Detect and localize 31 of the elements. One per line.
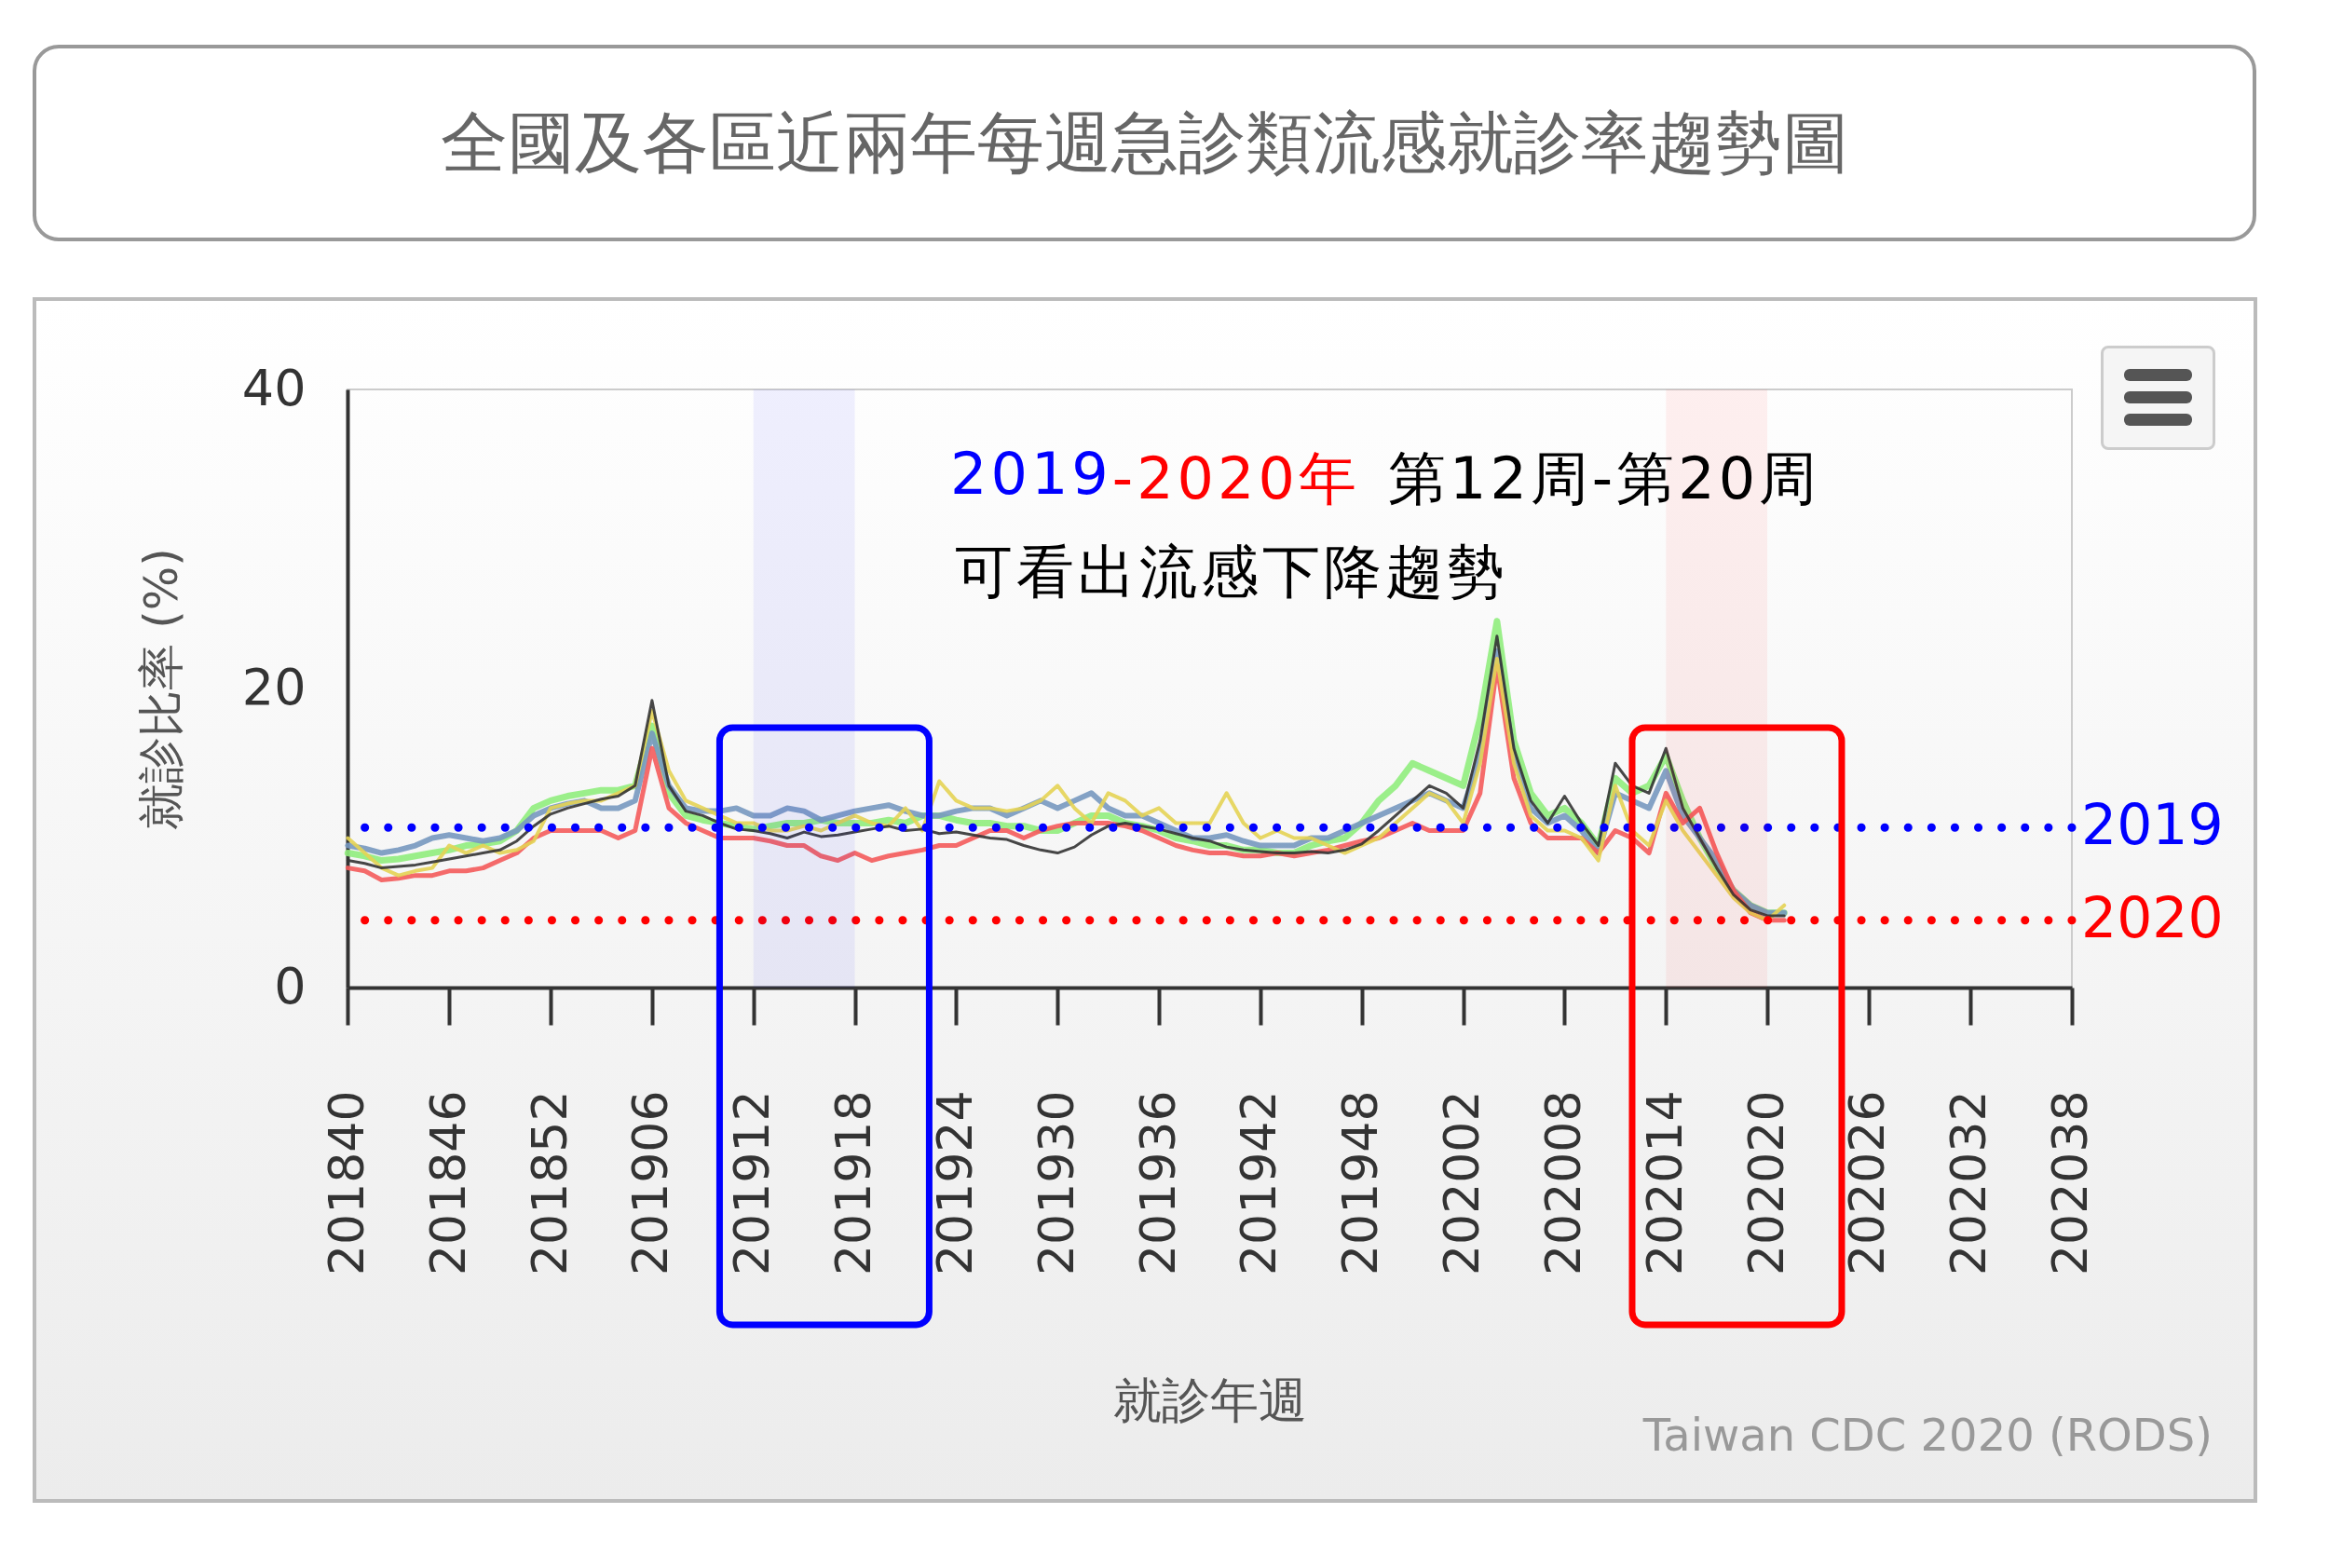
x-tick-label: 201936 [1129, 1090, 1186, 1276]
x-tick-label: 201948 [1332, 1090, 1389, 1276]
x-tick-label: 201852 [521, 1090, 578, 1276]
x-tick-label: 201918 [825, 1090, 882, 1276]
x-tick-label: 202020 [1737, 1090, 1794, 1276]
x-tick-label: 201924 [926, 1090, 983, 1276]
text: 2019 [2081, 792, 2224, 858]
x-tick-label: 202014 [1636, 1090, 1693, 1276]
y-tick-label: 20 [241, 657, 306, 716]
annotation: 第12周-第20周 [1387, 443, 1821, 514]
x-tick-label: 202038 [2042, 1090, 2099, 1276]
x-tick-label: 201912 [724, 1090, 781, 1276]
chart-title: 全國及各區近兩年每週急診類流感就診率趨勢圖 [33, 45, 2256, 241]
text: 2020 [2081, 884, 2224, 950]
x-tick-label: 202032 [1941, 1090, 1997, 1276]
annotation: 可看出流感下降趨勢 [955, 537, 1508, 607]
x-tick-label: 202026 [1839, 1090, 1896, 1276]
x-tick-label: 201906 [622, 1090, 679, 1276]
x-tick-label: 201942 [1231, 1090, 1287, 1276]
y-tick-label: 40 [241, 358, 306, 417]
x-tick-label: 202008 [1534, 1090, 1591, 1276]
x-tick-label: 202002 [1434, 1090, 1491, 1276]
text: Taiwan CDC 2020 (RODS) [1642, 1409, 2213, 1461]
y-tick-label: 0 [274, 956, 306, 1016]
x-tick-label: 201930 [1028, 1090, 1084, 1276]
x-tick-label: 201840 [318, 1090, 375, 1276]
annotation: -2020年 [1111, 443, 1360, 514]
x-axis-title: 就診年週 [1113, 1371, 1307, 1428]
x-tick-label: 201846 [419, 1090, 476, 1276]
y-axis-title: 就診比率 (%) [133, 548, 188, 830]
annotation: 2019 [950, 440, 1112, 510]
